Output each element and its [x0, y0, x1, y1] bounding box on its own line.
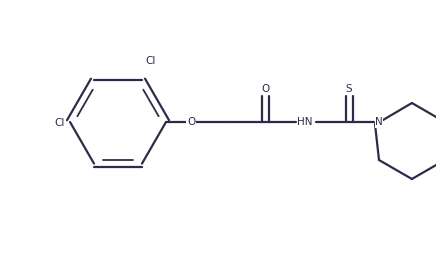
- Text: HN: HN: [297, 117, 313, 127]
- Text: Cl: Cl: [145, 57, 155, 66]
- Text: S: S: [346, 84, 352, 94]
- Text: N: N: [375, 117, 383, 127]
- Text: Cl: Cl: [54, 118, 65, 128]
- Text: O: O: [261, 84, 269, 94]
- Text: O: O: [187, 117, 195, 127]
